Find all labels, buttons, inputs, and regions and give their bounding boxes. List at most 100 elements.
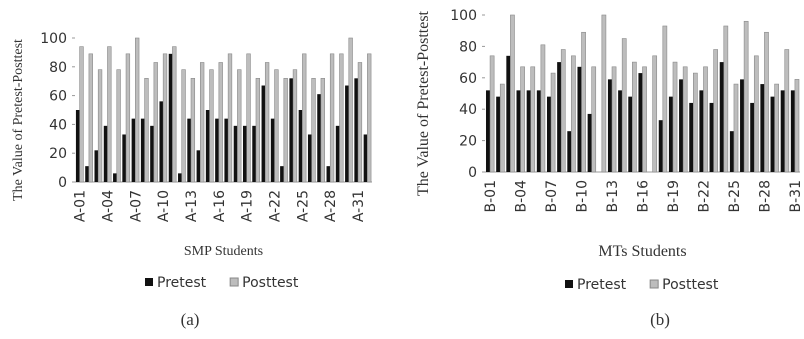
bar (693, 72, 698, 173)
bar (709, 102, 714, 172)
bar (153, 62, 158, 183)
bar (652, 55, 658, 173)
bar (196, 150, 201, 182)
y-tick-label: 0 (468, 165, 477, 181)
bar (540, 44, 546, 173)
bar (733, 83, 739, 173)
bar (113, 173, 117, 182)
bar (144, 78, 149, 183)
legend-label: Posttest (242, 275, 299, 291)
x-tick-label: B-10 (575, 180, 591, 212)
bar (557, 62, 562, 172)
bar (75, 110, 80, 182)
bar (486, 90, 491, 172)
bar (536, 90, 541, 172)
caption: (b) (650, 310, 670, 329)
x-tick-label: B-19 (666, 180, 682, 212)
y-tick-label: 60 (49, 89, 67, 105)
bar (770, 96, 775, 172)
bar (760, 84, 765, 172)
bar (499, 83, 505, 173)
bar (280, 166, 284, 182)
bar (190, 78, 196, 183)
x-tick-label: B-25 (727, 180, 743, 212)
bar (252, 125, 256, 182)
bar (298, 110, 303, 182)
bar (367, 53, 372, 183)
bar (581, 31, 586, 173)
y-axis-title: The Value of Pretest-Posttest (11, 39, 26, 201)
bar (292, 69, 298, 183)
bar (302, 53, 307, 183)
bar (790, 90, 795, 172)
bar (289, 78, 294, 182)
bar (679, 79, 684, 172)
bar (750, 102, 755, 172)
x-tick-label: A-13 (184, 190, 200, 222)
y-tick-label: 100 (450, 8, 477, 24)
bar (339, 53, 344, 183)
bar (307, 134, 312, 182)
bar (125, 53, 131, 183)
bar (740, 79, 745, 172)
bar (743, 20, 749, 173)
x-tick-label: A-28 (323, 190, 339, 222)
y-tick-label: 80 (459, 39, 477, 55)
x-tick-label: B-31 (788, 180, 804, 212)
bar (326, 166, 331, 182)
bar (642, 66, 647, 173)
bar (689, 102, 694, 172)
legend-label: Posttest (662, 277, 719, 293)
bar (224, 118, 229, 182)
bar (357, 62, 363, 183)
bar (516, 90, 521, 172)
caption: (a) (181, 310, 200, 329)
x-tick-label: A-19 (240, 190, 256, 222)
bar (611, 66, 617, 173)
bar (780, 90, 785, 172)
x-tick-label: A-04 (100, 190, 116, 222)
bar (85, 166, 89, 182)
bar (587, 113, 592, 172)
bar (205, 110, 210, 182)
bar (354, 78, 359, 182)
y-tick-label: 20 (49, 146, 67, 162)
bar (607, 79, 613, 172)
bar (638, 73, 643, 172)
y-axis-title: The Value of Pretest-Posttest (415, 10, 432, 196)
legend-label: Pretest (577, 277, 627, 293)
bar (601, 14, 607, 173)
bar (526, 90, 531, 172)
x-tick-label: B-04 (514, 180, 530, 213)
bar (682, 66, 688, 173)
bar (550, 72, 556, 173)
legend-swatch (565, 280, 573, 288)
bar (274, 69, 279, 183)
bar (774, 83, 779, 173)
bar (88, 53, 93, 183)
bar (699, 90, 704, 172)
bar (628, 96, 633, 172)
bar (719, 62, 724, 172)
bar (335, 125, 340, 182)
bar (510, 14, 515, 173)
bar (658, 120, 663, 172)
bar (150, 125, 154, 182)
bar (320, 78, 325, 183)
bar (571, 55, 576, 173)
bar (103, 125, 108, 182)
bar (546, 96, 552, 172)
x-axis-title: MTs Students (598, 243, 686, 260)
bar (723, 25, 729, 173)
bar (591, 66, 597, 173)
bar (621, 38, 627, 173)
bar (283, 78, 288, 183)
bar (764, 31, 769, 173)
bar (753, 55, 759, 173)
y-tick-label: 40 (49, 117, 67, 133)
bar (237, 69, 242, 183)
bar (227, 53, 233, 183)
x-tick-label: A-07 (128, 190, 144, 222)
x-axis-title: SMP Students (184, 244, 263, 259)
x-tick-label: A-22 (268, 190, 284, 222)
